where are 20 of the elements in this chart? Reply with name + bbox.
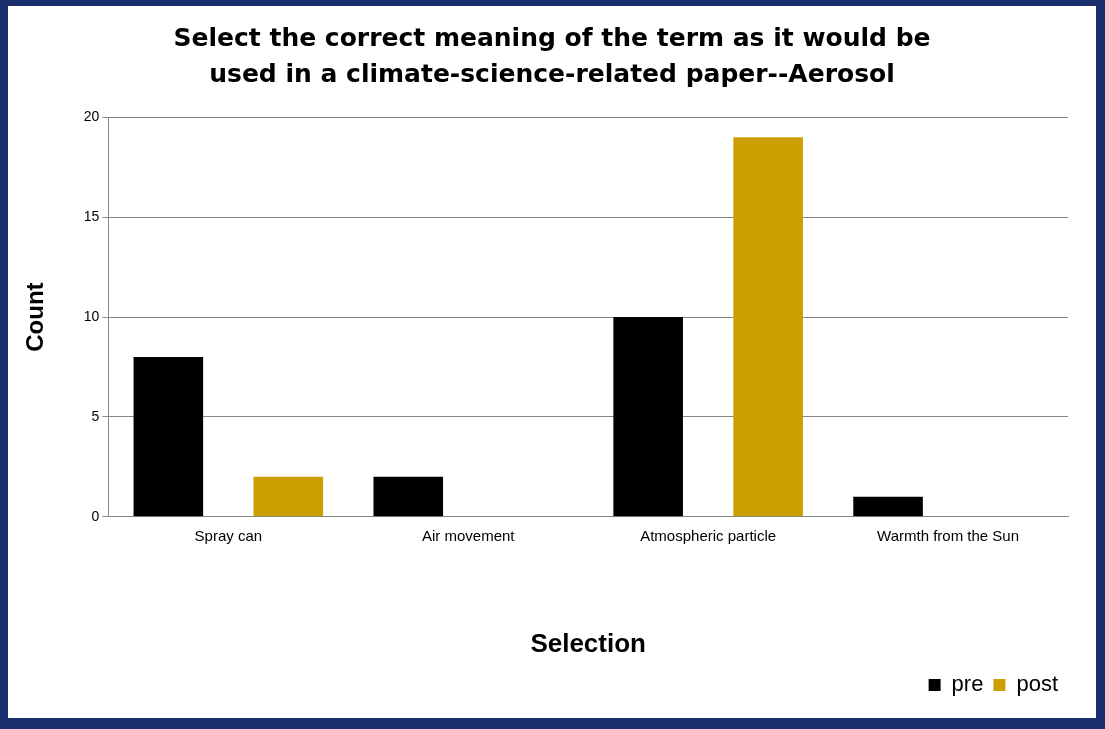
bar bbox=[613, 317, 683, 517]
legend-label: post bbox=[1016, 671, 1059, 697]
y-tick-label: 0 bbox=[91, 507, 100, 524]
x-tick-label: Atmospheric particle bbox=[640, 526, 777, 544]
y-tick-label: 5 bbox=[91, 407, 100, 424]
legend-label: pre bbox=[951, 671, 984, 697]
bar bbox=[253, 476, 324, 517]
y-tick-label: 15 bbox=[83, 208, 100, 225]
y-tick-label: 20 bbox=[83, 108, 100, 125]
x-axis-title: Selection bbox=[530, 627, 646, 658]
y-tick-label: 10 bbox=[83, 307, 100, 324]
y-axis-title: Count bbox=[21, 282, 49, 352]
x-tick-label: Air movement bbox=[421, 526, 516, 544]
bar bbox=[133, 357, 204, 517]
chart-title: Select the correct meaning of the term as it would be used in a climate-science-related paper--Aerosol bbox=[172, 22, 932, 90]
x-tick-label: Warmth from the Sun bbox=[877, 526, 1020, 544]
bar bbox=[733, 137, 803, 517]
bar bbox=[373, 476, 444, 517]
x-tick-label: Spray can bbox=[194, 526, 263, 544]
bar bbox=[853, 496, 923, 517]
